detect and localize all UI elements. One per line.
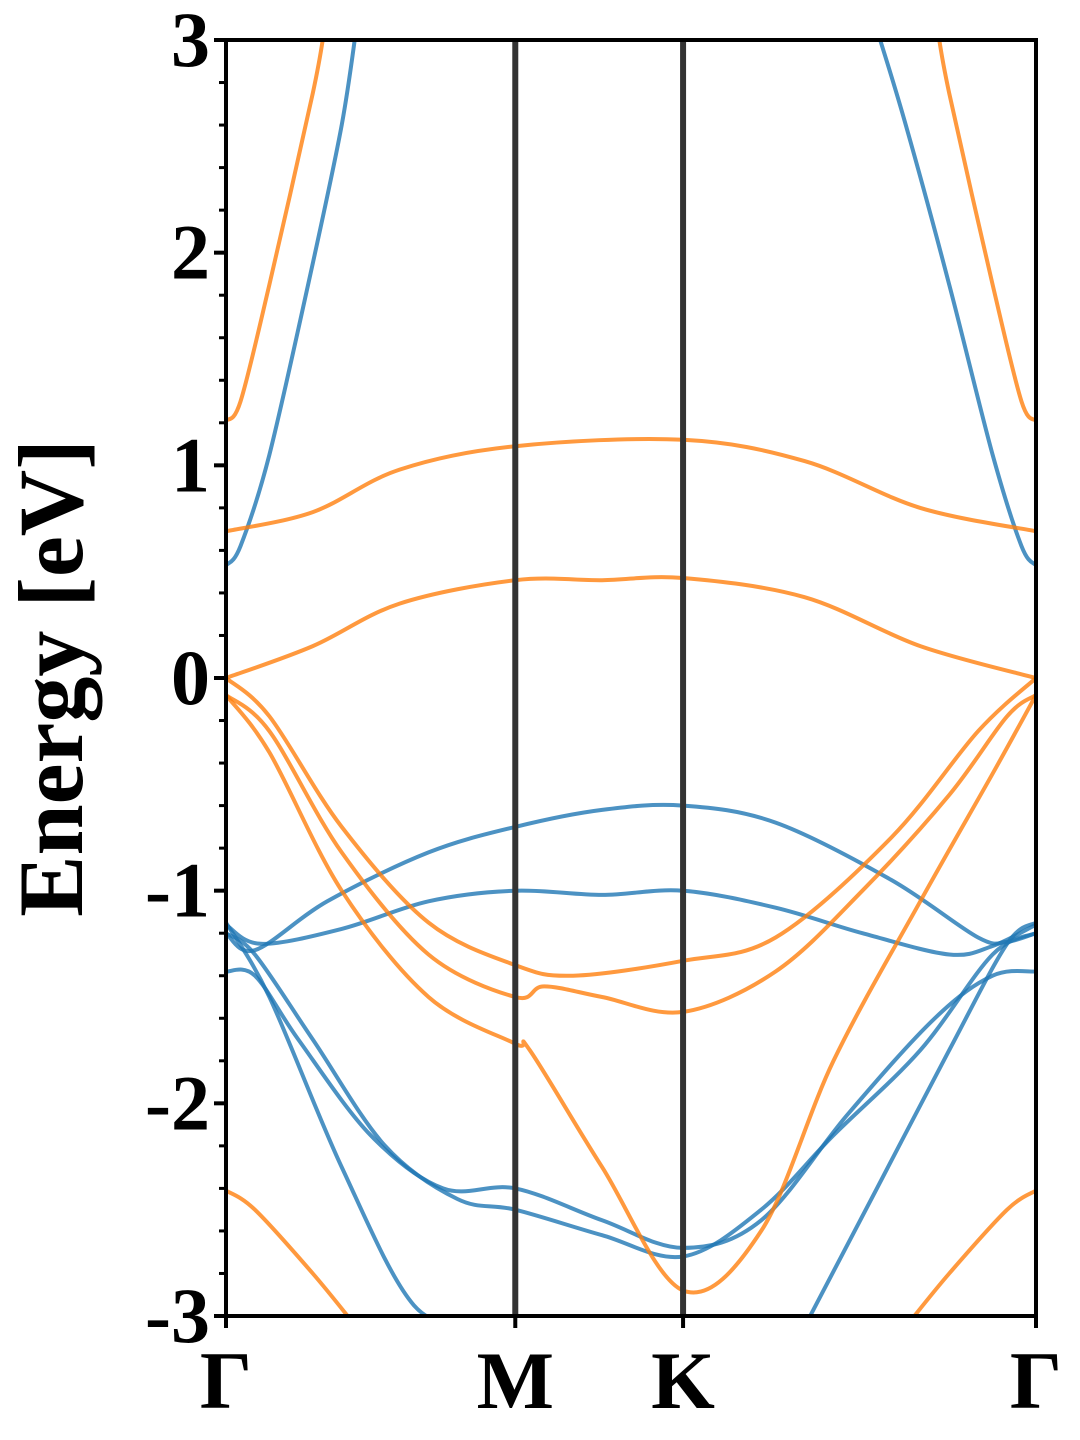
y-tick-label: -3: [145, 1272, 210, 1359]
band-lines: [226, 40, 1036, 1316]
band-line-spin_a-6: [226, 920, 431, 1316]
band-line-spin_a-2: [226, 802, 1036, 954]
band-line-spin_b-11: [226, 575, 1036, 680]
band-line-spin_b-14: [226, 693, 1036, 1295]
y-tick-label: 2: [171, 209, 210, 296]
high-symmetry-lines: [512, 40, 687, 1316]
band-line-spin_a-4: [226, 967, 1036, 1250]
plot-frame: [224, 38, 1038, 1318]
band-line-spin_b-16: [911, 1188, 1036, 1316]
y-tick-label: -1: [145, 847, 210, 934]
band-line-spin_b-15: [226, 1188, 351, 1316]
x-tick-label-3: Γ: [1010, 1335, 1062, 1426]
y-tick-label: 1: [171, 421, 210, 508]
y-axis-ticks: -3 -2 -1 0 1 2 3: [145, 0, 226, 1359]
band-line-spin_a-7: [807, 920, 1036, 1316]
x-tick-label-0: Γ: [200, 1335, 252, 1426]
band-line-spin_a-0: [226, 40, 357, 568]
x-tick-label-2: K: [651, 1335, 715, 1426]
band-line-spin_b-9: [937, 40, 1036, 423]
y-tick-label: -2: [145, 1059, 210, 1146]
band-line-spin_b-10: [226, 437, 1036, 534]
x-tick-label-1: M: [477, 1335, 554, 1426]
band-line-spin_a-1: [878, 40, 1036, 568]
y-tick-label: 0: [171, 634, 210, 721]
band-line-spin_b-13: [226, 693, 1036, 1015]
band-line-spin_a-3: [226, 888, 1036, 957]
y-tick-label: 3: [171, 0, 210, 83]
band-line-spin_a-5: [226, 931, 1036, 1260]
band-line-spin_b-12: [226, 676, 1036, 978]
band-line-spin_b-8: [226, 40, 325, 423]
y-axis-title: Energy [eV]: [0, 439, 102, 917]
